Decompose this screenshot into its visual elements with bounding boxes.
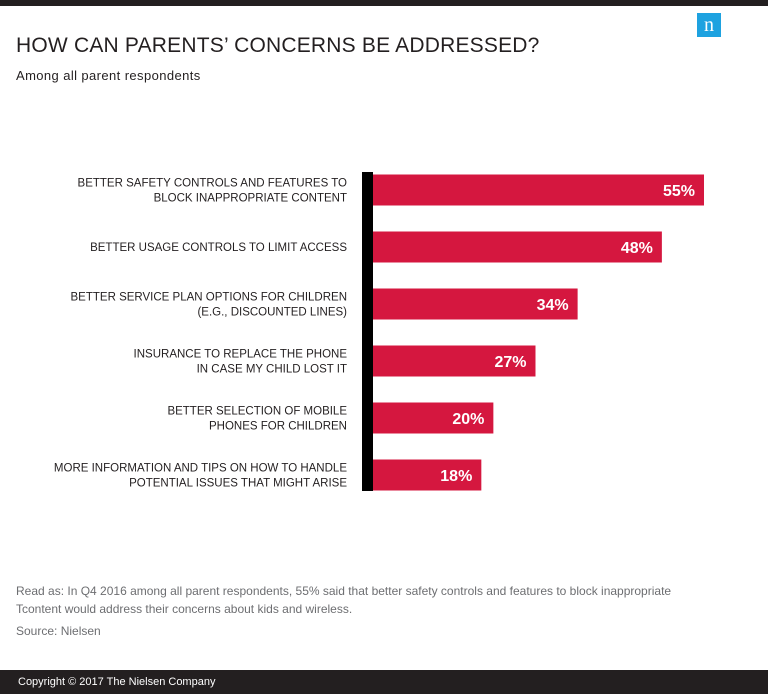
y-axis-line (362, 172, 373, 491)
bar (373, 345, 536, 377)
chart-title: HOW CAN PARENTS’ CONCERNS BE ADDRESSED? (16, 34, 540, 57)
bar (373, 402, 494, 434)
nielsen-logo: n (697, 13, 721, 37)
bar (373, 459, 482, 491)
category-label: BETTER SELECTION OF MOBILE (167, 406, 347, 418)
top-bar (0, 0, 768, 6)
category-label: INSURANCE TO REPLACE THE PHONE (134, 349, 348, 361)
data-label: 55% (663, 183, 695, 200)
read-as-note: Read as: In Q4 2016 among all parent res… (16, 584, 672, 616)
bar (373, 288, 578, 320)
category-label: BETTER SERVICE PLAN OPTIONS FOR CHILDREN (71, 292, 347, 304)
footer-bar: Copyright © 2017 The Nielsen Company (0, 670, 768, 694)
data-label: 34% (537, 297, 569, 314)
svg-text:n: n (704, 14, 714, 36)
category-label: BLOCK INAPPROPRIATE CONTENT (154, 193, 347, 205)
category-label: POTENTIAL ISSUES THAT MIGHT ARISE (129, 478, 347, 490)
category-label: MORE INFORMATION AND TIPS ON HOW TO HAND… (54, 463, 347, 475)
category-label: BETTER SAFETY CONTROLS AND FEATURES TO (78, 178, 348, 190)
bar (373, 174, 704, 206)
source-note: Source: Nielsen (16, 624, 101, 638)
data-label: 20% (452, 411, 484, 428)
data-label: 18% (440, 468, 472, 485)
chart-subtitle: Among all parent respondents (16, 68, 201, 83)
copyright-text: Copyright © 2017 The Nielsen Company (18, 676, 216, 688)
category-label: BETTER USAGE CONTROLS TO LIMIT ACCESS (90, 242, 347, 254)
data-label: 27% (494, 354, 526, 371)
data-label: 48% (621, 240, 653, 257)
bar (373, 231, 662, 263)
category-label: IN CASE MY CHILD LOST IT (197, 364, 347, 376)
category-label: PHONES FOR CHILDREN (209, 421, 347, 433)
category-label: (E.G., DISCOUNTED LINES) (197, 307, 347, 319)
